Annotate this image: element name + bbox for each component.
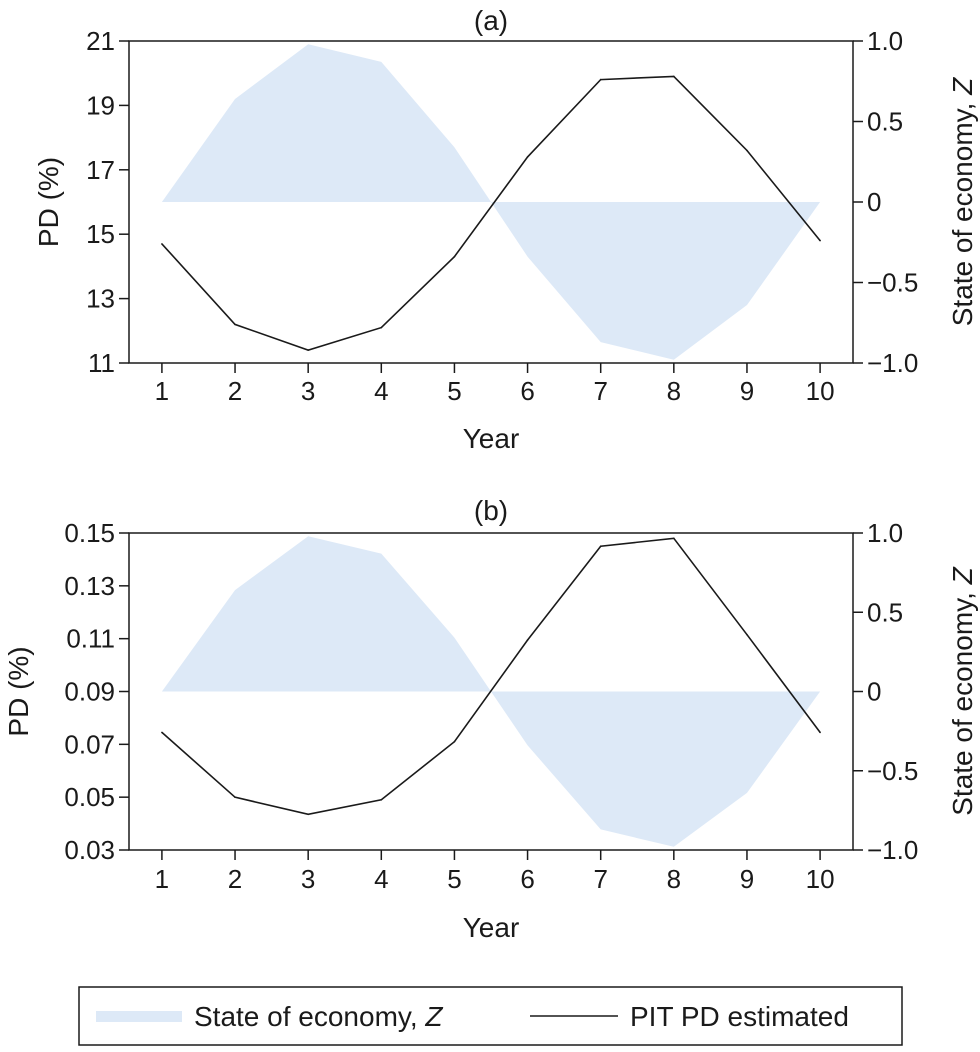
x-tick-label: 5 bbox=[447, 376, 461, 406]
pit-pd-point bbox=[380, 799, 383, 801]
y-tick-label: 15 bbox=[86, 219, 115, 249]
y-tick-label: 13 bbox=[86, 284, 115, 314]
y-tick-label: 0.03 bbox=[64, 835, 115, 865]
legend-label-z-var: Z bbox=[424, 1001, 443, 1032]
x-tick-label: 2 bbox=[228, 376, 242, 406]
pit-pd-line bbox=[161, 75, 821, 351]
pit-pd-point bbox=[819, 239, 821, 242]
x-tick-label: 10 bbox=[806, 376, 835, 406]
y2-tick-label: −1.0 bbox=[867, 835, 918, 865]
x-tick-label: 10 bbox=[806, 864, 835, 894]
x-tick-label: 9 bbox=[740, 376, 754, 406]
pit-pd-point bbox=[599, 78, 602, 81]
y2-tick-label: −0.5 bbox=[867, 268, 918, 298]
pit-pd-point bbox=[307, 349, 310, 351]
legend-label-z-prefix: State of economy, bbox=[194, 1001, 425, 1032]
legend-label-pd: PIT PD estimated bbox=[630, 1001, 849, 1032]
x-axis-label: Year bbox=[463, 912, 520, 943]
pit-pd-point bbox=[161, 731, 163, 734]
legend-label-z: State of economy, Z bbox=[194, 1001, 443, 1032]
x-axis-label: Year bbox=[463, 423, 520, 454]
pit-pd-point bbox=[599, 545, 602, 547]
pit-pd-point bbox=[453, 255, 456, 258]
y2-tick-label: 1.0 bbox=[867, 518, 903, 548]
pit-pd-point bbox=[380, 326, 383, 329]
x-tick-label: 1 bbox=[155, 864, 169, 894]
x-tick-label: 5 bbox=[447, 864, 461, 894]
y2-axis-label: State of economy, Z bbox=[947, 566, 978, 815]
y-axis-label: PD (%) bbox=[33, 157, 64, 247]
y-tick-label: 21 bbox=[86, 26, 115, 56]
legend-swatch-z bbox=[96, 1011, 182, 1022]
pit-pd-point bbox=[746, 149, 748, 152]
pit-pd-point bbox=[746, 633, 748, 636]
y2-axis-label-prefix: State of economy, bbox=[947, 584, 978, 815]
y-tick-label: 0.11 bbox=[66, 624, 115, 654]
pit-pd-line bbox=[161, 537, 821, 816]
y-tick-label: 17 bbox=[86, 155, 115, 185]
y-tick-label: 0.15 bbox=[64, 518, 115, 548]
pit-pd-point bbox=[673, 75, 675, 78]
pit-pd-point bbox=[307, 813, 310, 816]
x-tick-label: 7 bbox=[593, 376, 607, 406]
y2-tick-label: 0 bbox=[867, 187, 881, 217]
x-tick-label: 8 bbox=[667, 864, 681, 894]
y2-axis-label-prefix: State of economy, bbox=[947, 95, 978, 326]
x-tick-label: 6 bbox=[520, 376, 534, 406]
x-tick-label: 8 bbox=[667, 376, 681, 406]
x-tick-label: 4 bbox=[374, 864, 388, 894]
pit-pd-point bbox=[819, 731, 821, 734]
y-tick-label: 11 bbox=[88, 348, 115, 378]
x-tick-label: 6 bbox=[520, 864, 534, 894]
y-tick-label: 0.13 bbox=[64, 571, 115, 601]
pit-pd-point bbox=[673, 537, 675, 540]
y-axis-label: PD (%) bbox=[3, 646, 34, 736]
y-tick-label: 0.09 bbox=[64, 677, 115, 707]
legend-box bbox=[78, 986, 903, 1046]
x-tick-label: 1 bbox=[155, 376, 169, 406]
x-tick-label: 7 bbox=[593, 864, 607, 894]
y-tick-label: 0.07 bbox=[64, 729, 115, 759]
panel-a: 11 13 15 17 19 21 −1.0 −0.5 0 0.5 1.0 1 2 3 4 5 6 7 8 9 10 (a… bbox=[33, 5, 978, 454]
panel-title: (b) bbox=[474, 495, 508, 526]
x-tick-label: 3 bbox=[301, 376, 315, 406]
y2-tick-label: 0.5 bbox=[867, 107, 903, 137]
pit-pd-point bbox=[526, 156, 529, 158]
y-tick-label: 19 bbox=[86, 90, 115, 120]
y2-tick-label: 0 bbox=[867, 677, 881, 707]
y2-axis-label: State of economy, Z bbox=[947, 77, 978, 326]
x-tick-label: 2 bbox=[228, 864, 242, 894]
panel-title: (a) bbox=[474, 5, 508, 36]
y2-tick-label: 0.5 bbox=[867, 597, 903, 627]
z-area bbox=[161, 44, 821, 360]
y2-axis-label-var: Z bbox=[947, 77, 978, 96]
pit-pd-point bbox=[453, 740, 456, 743]
x-tick-label: 3 bbox=[301, 864, 315, 894]
pit-pd-point bbox=[234, 323, 236, 326]
y2-axis-label-var: Z bbox=[947, 566, 978, 585]
pit-pd-point bbox=[234, 796, 236, 798]
y2-tick-label: −1.0 bbox=[867, 348, 918, 378]
y-tick-label: 0.05 bbox=[64, 782, 115, 812]
y2-tick-label: 1.0 bbox=[867, 26, 903, 56]
pit-pd-point bbox=[526, 639, 529, 641]
legend: State of economy, Z PIT PD estimated bbox=[78, 986, 903, 1046]
y2-tick-label: −0.5 bbox=[867, 756, 918, 786]
x-tick-label: 9 bbox=[740, 864, 754, 894]
pit-pd-point bbox=[161, 243, 163, 245]
x-tick-label: 4 bbox=[374, 376, 388, 406]
panel-b: 0.03 0.05 0.07 0.09 0.11 0.13 0.15 −1.0 −0.5 0 0.5… bbox=[3, 495, 978, 943]
